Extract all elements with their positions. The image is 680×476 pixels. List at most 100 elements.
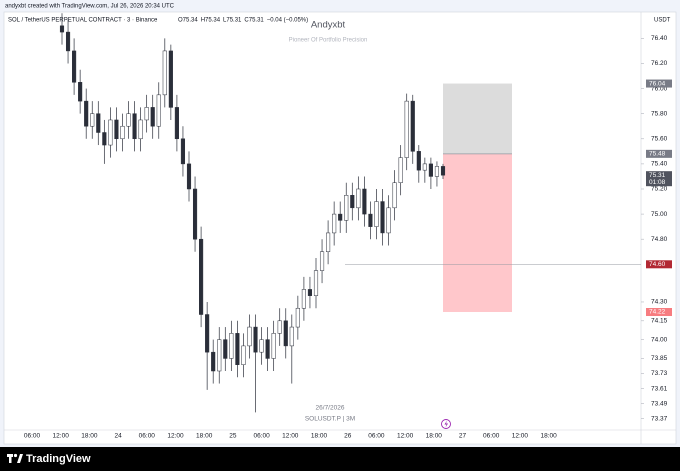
ohlc-item: O75.34	[178, 18, 198, 24]
candle-body	[350, 195, 355, 209]
candle-body	[392, 182, 397, 209]
candle-body	[313, 270, 319, 296]
y-tick-label: 73.37	[651, 415, 668, 422]
y-tick-label: 75.00	[651, 211, 668, 218]
x-tick-label: 12:00	[167, 433, 184, 440]
x-tick-label: 06:00	[253, 433, 270, 440]
watermark-date: 26/7/2026	[316, 405, 345, 412]
y-tick-label: 74.15	[651, 318, 668, 325]
price-line-badge	[646, 260, 672, 269]
candle-body	[217, 339, 222, 372]
candle-body	[150, 107, 155, 127]
target-badge-label: 76.04	[649, 80, 666, 87]
y-tick-label: 73.73	[651, 370, 668, 377]
y-tick-label: 75.20	[651, 186, 668, 193]
y-tick-label: 73.49	[651, 400, 668, 407]
ohlc-item: H75.34	[201, 18, 221, 24]
plot	[59, 13, 641, 413]
candle-body	[344, 195, 349, 221]
x-tick-label: 24	[114, 433, 122, 440]
x-tick-label: 06:00	[368, 433, 385, 440]
x-tick-label: 18:00	[426, 433, 443, 440]
candle-body	[223, 339, 228, 359]
event-icon-bolt	[444, 420, 448, 428]
candle-body	[72, 50, 77, 83]
candle-body	[78, 82, 83, 102]
x-tick-label: 18:00	[311, 433, 328, 440]
candle-body	[132, 113, 137, 140]
candle-body	[289, 326, 294, 347]
x-tick-label: 12:00	[512, 433, 529, 440]
candle-body	[168, 50, 173, 108]
candle-body	[192, 188, 198, 240]
brand-logo	[7, 453, 23, 463]
target-badge	[646, 79, 672, 88]
candle-body	[295, 307, 300, 328]
price-line-badge-label: 74.60	[649, 261, 666, 268]
candle-body	[253, 326, 258, 353]
x-tick-label: 06:00	[483, 433, 500, 440]
last-price-badge-countdown: 01:08	[649, 179, 666, 186]
y-tick-label: 74.80	[651, 236, 668, 243]
ohlc-item: C75.31	[244, 18, 264, 24]
last-price-badge	[646, 171, 672, 187]
chart-subtitle: Pioneer Of Portfolio Precision	[289, 38, 368, 44]
x-tick-label: 27	[459, 433, 467, 440]
candle-body	[199, 238, 204, 315]
currency: USDT	[654, 18, 671, 24]
y-tick-label: 75.40	[651, 161, 668, 168]
x-tick-label: 12:00	[282, 433, 299, 440]
candle-body	[265, 339, 270, 359]
x-tick-label: 18:00	[81, 433, 98, 440]
y-tick-label: 75.80	[651, 110, 668, 117]
entry-badge	[646, 149, 672, 158]
candle-body	[114, 119, 119, 140]
x-tick-label: 25	[229, 433, 237, 440]
y-tick-label: 74.30	[651, 299, 668, 306]
candle-body	[108, 119, 113, 146]
brand: TradingView	[26, 453, 91, 465]
profit-zone	[443, 83, 512, 154]
candle-body	[235, 333, 240, 365]
candle-body	[59, 25, 65, 33]
candle-body	[362, 188, 367, 215]
candle-body	[96, 113, 101, 133]
candle-body	[211, 351, 216, 372]
x-tick-label: 12:00	[53, 433, 70, 440]
candle-body	[138, 119, 143, 140]
candle-body	[404, 100, 409, 158]
candle-body	[380, 201, 385, 234]
x-tick-label: 06:00	[139, 433, 156, 440]
candle-body	[90, 113, 95, 127]
candle-body	[186, 163, 192, 190]
candle-body	[416, 151, 421, 171]
chart-title: Andyxbt	[311, 20, 346, 31]
ohlc-item: L75.31	[223, 18, 242, 24]
x-tick-label: 06:00	[24, 433, 41, 440]
candle-body	[332, 213, 337, 234]
candle-body	[65, 31, 71, 52]
candle-body	[368, 213, 373, 227]
candle-body	[102, 132, 107, 146]
candle-body	[338, 213, 343, 221]
candle-body	[386, 207, 391, 234]
ohlc-item: −0.04 (−0.05%)	[267, 18, 308, 24]
y-tick-label: 75.60	[651, 135, 668, 142]
candle-body	[428, 163, 433, 177]
stop-badge-label: 74.22	[649, 309, 666, 316]
y-tick-label: 76.00	[651, 85, 668, 92]
event-icon[interactable]	[441, 419, 451, 429]
candle-body	[174, 107, 179, 140]
candle-body	[307, 289, 313, 296]
y-tick-label: 76.40	[651, 35, 668, 42]
x-tick-label: 18:00	[540, 433, 557, 440]
x-tick-label: 12:00	[397, 433, 414, 440]
loss-zone	[443, 153, 512, 313]
candle-body	[271, 333, 276, 359]
candle-body	[301, 289, 306, 309]
candle-body	[120, 125, 125, 140]
candle-body	[247, 326, 252, 347]
last-price-badge-label: 75.31	[649, 172, 666, 179]
candle-body	[241, 345, 246, 365]
